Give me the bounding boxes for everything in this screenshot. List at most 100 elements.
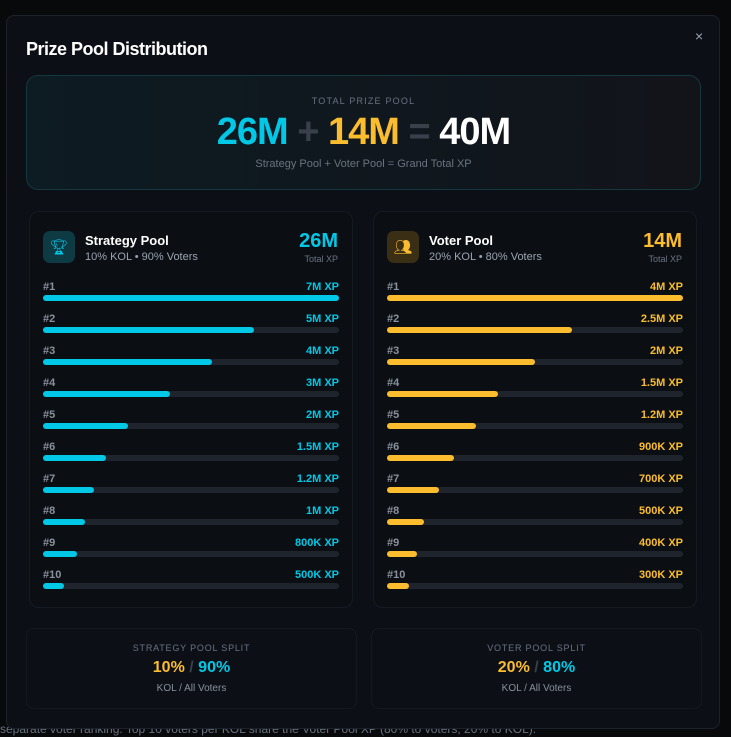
rank-row: #6 900K XP bbox=[387, 441, 683, 473]
xp-bar-track bbox=[43, 583, 339, 589]
xp-bar-fill bbox=[43, 359, 213, 365]
xp-bar-fill bbox=[43, 519, 86, 525]
xp-bar-fill bbox=[43, 487, 94, 493]
rank-xp: 800K XP bbox=[294, 537, 339, 549]
rank-row: #1 7M XP bbox=[43, 281, 339, 313]
voters-pct: 80% bbox=[543, 659, 576, 676]
total-equation: 26M + 14M = 40M bbox=[27, 112, 700, 152]
rank-row: #3 4M XP bbox=[43, 345, 339, 377]
xp-bar-fill bbox=[43, 455, 107, 461]
rank-label: #1 bbox=[387, 281, 400, 293]
rank-row: #9 800K XP bbox=[43, 537, 339, 569]
split-values: 10% / 90% bbox=[27, 659, 356, 677]
rank-label: #3 bbox=[43, 345, 56, 357]
rank-xp: 300K XP bbox=[638, 569, 683, 581]
xp-bar-track bbox=[43, 455, 339, 461]
pool-name: Strategy Pool bbox=[85, 233, 169, 248]
plus-sign: + bbox=[297, 111, 319, 153]
xp-bar-fill bbox=[43, 327, 255, 333]
rank-row: #7 700K XP bbox=[387, 473, 683, 505]
split-label: STRATEGY POOL SPLIT bbox=[132, 643, 251, 653]
split-label: VOTER POOL SPLIT bbox=[487, 643, 586, 653]
rank-xp: 400K XP bbox=[638, 537, 683, 549]
strategy-rows: #1 7M XP #2 5M XP #3 4M XP #4 3M XP #5 2… bbox=[43, 281, 339, 601]
rank-xp: 900K XP bbox=[638, 441, 683, 453]
split-sep: / bbox=[534, 659, 539, 676]
split-sep: / bbox=[189, 659, 194, 676]
xp-bar-fill bbox=[387, 359, 535, 365]
rank-label: #5 bbox=[387, 409, 400, 421]
rank-row: #8 500K XP bbox=[387, 505, 683, 537]
total-prize-pool: TOTAL PRIZE POOL 26M + 14M = 40M Strateg… bbox=[26, 75, 701, 190]
pool-total: 14M bbox=[643, 230, 682, 252]
strategy-split: STRATEGY POOL SPLIT 10% / 90% KOL / All … bbox=[26, 628, 357, 709]
rank-row: #4 3M XP bbox=[43, 377, 339, 409]
xp-bar-fill bbox=[43, 551, 77, 557]
xp-bar-fill bbox=[387, 391, 498, 397]
rank-label: #9 bbox=[43, 537, 56, 549]
rank-label: #4 bbox=[43, 377, 56, 389]
xp-bar-track bbox=[387, 519, 683, 525]
rank-row: #8 1M XP bbox=[43, 505, 339, 537]
rank-row: #10 300K XP bbox=[387, 569, 683, 601]
rank-row: #10 500K XP bbox=[43, 569, 339, 601]
xp-bar-track bbox=[387, 423, 683, 429]
xp-bar-track bbox=[43, 519, 339, 525]
rank-row: #2 2.5M XP bbox=[387, 313, 683, 345]
rank-xp: 1.5M XP bbox=[296, 441, 339, 453]
xp-bar-fill bbox=[387, 295, 683, 301]
rank-xp: 2M XP bbox=[305, 409, 339, 421]
rank-xp: 4M XP bbox=[305, 345, 339, 357]
users-icon: 👥︎ bbox=[387, 231, 419, 263]
rank-label: #10 bbox=[43, 569, 62, 581]
rank-row: #5 1.2M XP bbox=[387, 409, 683, 441]
rank-label: #1 bbox=[43, 281, 56, 293]
rank-xp: 500K XP bbox=[638, 505, 683, 517]
rank-xp: 1.2M XP bbox=[296, 473, 339, 485]
rank-row: #1 4M XP bbox=[387, 281, 683, 313]
voter-pool-card: 👥︎ Voter Pool 20% KOL • 80% Voters 14M T… bbox=[373, 211, 697, 608]
rank-label: #8 bbox=[43, 505, 56, 517]
rank-label: #4 bbox=[387, 377, 400, 389]
rank-label: #2 bbox=[43, 313, 56, 325]
xp-bar-track bbox=[387, 455, 683, 461]
xp-bar-fill bbox=[43, 391, 170, 397]
xp-bar-track bbox=[387, 487, 683, 493]
equals-sign: = bbox=[408, 111, 431, 153]
voter-rows: #1 4M XP #2 2.5M XP #3 2M XP #4 1.5M XP … bbox=[387, 281, 683, 601]
split-sub: KOL / All Voters bbox=[501, 683, 572, 694]
xp-bar-fill bbox=[387, 455, 454, 461]
close-icon[interactable]: × bbox=[695, 28, 704, 44]
rank-row: #3 2M XP bbox=[387, 345, 683, 377]
xp-bar-track bbox=[43, 295, 339, 301]
rank-label: #9 bbox=[387, 537, 400, 549]
rank-row: #7 1.2M XP bbox=[43, 473, 339, 505]
xp-bar-fill bbox=[387, 519, 424, 525]
xp-bar-track bbox=[387, 295, 683, 301]
rank-label: #7 bbox=[387, 473, 400, 485]
pool-desc: 10% KOL • 90% Voters bbox=[85, 251, 198, 263]
modal-title: Prize Pool Distribution bbox=[26, 39, 208, 59]
rank-xp: 5M XP bbox=[305, 313, 339, 325]
xp-bar-fill bbox=[387, 551, 417, 557]
xp-bar-track bbox=[387, 359, 683, 365]
xp-bar-fill bbox=[387, 423, 476, 429]
xp-bar-track bbox=[43, 359, 339, 365]
voter-split: VOTER POOL SPLIT 20% / 80% KOL / All Vot… bbox=[371, 628, 702, 709]
rank-label: #6 bbox=[387, 441, 400, 453]
rank-xp: 500K XP bbox=[294, 569, 339, 581]
xp-bar-fill bbox=[43, 423, 128, 429]
rank-row: #5 2M XP bbox=[43, 409, 339, 441]
voters-pct: 90% bbox=[198, 659, 231, 676]
rank-xp: 1M XP bbox=[305, 505, 339, 517]
rank-xp: 2M XP bbox=[649, 345, 683, 357]
xp-bar-fill bbox=[43, 583, 65, 589]
rank-xp: 3M XP bbox=[305, 377, 339, 389]
total-label: TOTAL PRIZE POOL bbox=[311, 96, 416, 106]
xp-bar-track bbox=[387, 551, 683, 557]
rank-xp: 1.2M XP bbox=[640, 409, 683, 421]
rank-row: #9 400K XP bbox=[387, 537, 683, 569]
xp-bar-track bbox=[43, 487, 339, 493]
pool-desc: 20% KOL • 80% Voters bbox=[429, 251, 542, 263]
rank-row: #4 1.5M XP bbox=[387, 377, 683, 409]
